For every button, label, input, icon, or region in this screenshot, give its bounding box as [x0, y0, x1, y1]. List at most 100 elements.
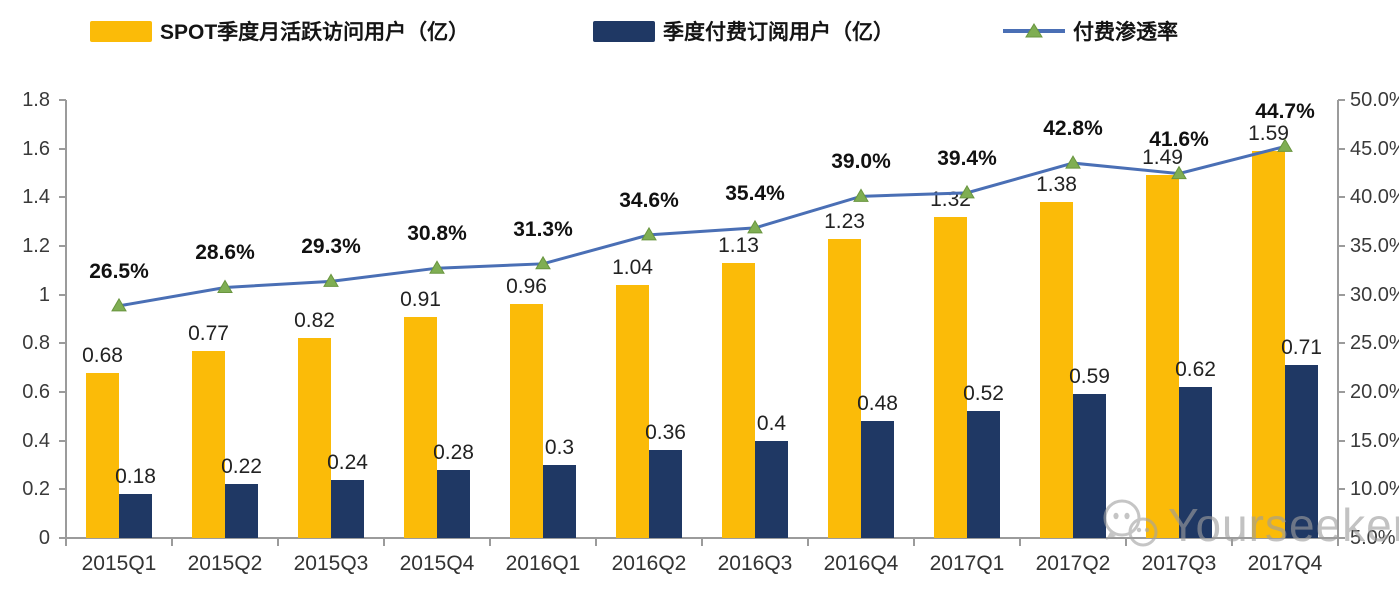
right-axis-label: 35.0%	[1350, 235, 1399, 257]
right-axis-label: 25.0%	[1350, 332, 1399, 355]
legend-label-mau: SPOT季度月活跃访问用户（亿）	[160, 21, 470, 44]
y-axis-label: 1.8	[22, 89, 50, 111]
right-axis-tick	[1338, 196, 1345, 199]
x-axis-label-2016Q3: 2016Q3	[717, 552, 793, 575]
bar-label-mau-2016Q4: 1.23	[824, 209, 865, 233]
line-marker-2016Q1-icon	[535, 255, 551, 270]
bar-label-subscribers-2015Q4: 0.28	[433, 440, 474, 464]
line-marker-2015Q3-icon	[323, 273, 339, 287]
y-axis-label: 0.2	[22, 478, 50, 501]
bar-label-subscribers-2015Q2: 0.22	[221, 455, 262, 479]
right-axis-tick	[1338, 391, 1345, 393]
x-axis-tick	[913, 538, 915, 546]
bar-mau-2016Q2	[616, 284, 649, 538]
penetration-label-2017Q3: 41.6%	[1149, 127, 1209, 151]
x-axis-label-2015Q3: 2015Q3	[293, 552, 369, 575]
bar-subscribers-2015Q1	[119, 494, 152, 538]
y-axis-label: 0.4	[22, 429, 50, 452]
x-axis-tick	[1231, 538, 1233, 546]
watermark-text: Yourseeker	[1168, 499, 1399, 551]
y-axis-label: 1	[38, 283, 50, 306]
line-marker-2016Q2-icon	[641, 226, 657, 241]
bar-mau-2017Q3	[1146, 175, 1179, 538]
bar-mau-2017Q1	[934, 216, 967, 538]
right-axis-label: 15.0%	[1350, 429, 1399, 452]
penetration-label-2015Q3: 29.3%	[301, 235, 361, 259]
y-axis-label: 1.2	[22, 235, 50, 257]
bar-label-subscribers-2015Q1: 0.18	[115, 465, 156, 489]
penetration-label-2015Q1: 26.5%	[89, 259, 149, 283]
bar-label-mau-2016Q2: 1.04	[612, 255, 653, 279]
bar-subscribers-2016Q3	[755, 440, 788, 538]
bar-subscribers-2015Q2	[225, 484, 258, 538]
bar-label-mau-2017Q1: 1.32	[930, 187, 971, 211]
right-axis-tick	[1338, 99, 1345, 101]
y-axis-tick	[59, 196, 66, 199]
right-axis-label: 40.0%	[1350, 186, 1399, 209]
right-axis-tick	[1338, 147, 1345, 150]
legend-swatch-mau-icon	[90, 20, 152, 42]
penetration-label-2016Q4: 39.0%	[831, 150, 891, 174]
right-axis-label: 5.0%	[1350, 527, 1396, 549]
bar-subscribers-2015Q3	[331, 479, 364, 538]
legend-swatch-subscribers-icon	[593, 20, 655, 42]
right-axis-label: 10.0%	[1350, 478, 1399, 501]
right-axis-tick	[1338, 488, 1345, 491]
legend-label-subscribers: 季度付费订阅用户（亿）	[663, 21, 894, 44]
y-axis-tick	[59, 488, 66, 491]
bar-label-mau-2017Q2: 1.38	[1036, 173, 1077, 197]
x-axis-tick	[595, 538, 597, 546]
y-axis-label: 0	[38, 527, 50, 549]
x-axis-tick	[277, 538, 279, 546]
bar-subscribers-2016Q1	[543, 465, 576, 538]
bar-subscribers-2016Q4	[861, 421, 894, 538]
x-axis-tick	[489, 538, 491, 546]
x-axis-tick	[807, 538, 809, 546]
bar-label-subscribers-2017Q4: 0.71	[1281, 336, 1322, 360]
bar-subscribers-2017Q4	[1285, 365, 1318, 538]
bar-label-subscribers-2016Q3: 0.4	[756, 411, 787, 435]
bar-label-subscribers-2016Q4: 0.48	[857, 392, 898, 416]
right-axis-label: 30.0%	[1350, 283, 1399, 306]
x-axis-label-2017Q4: 2017Q4	[1247, 552, 1323, 575]
bar-subscribers-2016Q2	[649, 450, 682, 538]
penetration-label-2017Q2: 42.8%	[1043, 117, 1103, 141]
bar-mau-2015Q1	[86, 372, 119, 538]
y-axis-tick	[59, 99, 66, 101]
bar-label-subscribers-2016Q2: 0.36	[645, 421, 686, 445]
y-axis-tick	[59, 439, 66, 442]
x-axis-label-2017Q2: 2017Q2	[1035, 552, 1111, 575]
bar-label-mau-2015Q3: 0.82	[294, 309, 335, 333]
bar-label-subscribers-2017Q1: 0.52	[963, 382, 1004, 406]
right-axis-tick	[1338, 537, 1345, 539]
right-axis-tick	[1338, 293, 1345, 296]
y-axis-tick	[59, 293, 66, 296]
bar-subscribers-2015Q4	[437, 469, 470, 538]
x-axis-label-2017Q1: 2017Q1	[929, 552, 1005, 575]
right-axis-tick	[1338, 439, 1345, 442]
bar-subscribers-2017Q2	[1073, 394, 1106, 538]
bar-label-mau-2015Q4: 0.91	[400, 287, 441, 311]
bar-label-mau-2016Q1: 0.96	[506, 275, 547, 299]
legend-line-marker-icon	[1003, 23, 1065, 38]
x-axis-tick	[1337, 538, 1339, 546]
right-axis-label: 50.0%	[1350, 89, 1399, 111]
bar-label-mau-2017Q4: 1.59	[1248, 122, 1289, 146]
x-axis-tick	[171, 538, 173, 546]
bar-label-subscribers-2015Q3: 0.24	[327, 450, 368, 474]
x-axis-label-2016Q1: 2016Q1	[505, 552, 581, 575]
line-marker-2017Q2-icon	[1065, 155, 1081, 169]
bar-mau-2016Q3	[722, 263, 755, 538]
line-marker-2015Q2-icon	[217, 279, 233, 293]
legend-item-subscribers: 季度付费订阅用户（亿）	[593, 16, 894, 46]
line-marker-2015Q4-icon	[429, 260, 445, 274]
bar-label-subscribers-2017Q3: 0.62	[1175, 358, 1216, 382]
watermark: Yourseeker	[1098, 496, 1399, 554]
right-axis-tick	[1338, 245, 1345, 247]
x-axis-tick	[65, 538, 67, 546]
bar-label-mau-2015Q2: 0.77	[188, 321, 229, 345]
x-axis-label-2015Q1: 2015Q1	[81, 552, 157, 575]
y-axis-tick	[59, 147, 66, 150]
penetration-label-2016Q3: 35.4%	[725, 181, 785, 205]
bar-label-mau-2016Q3: 1.13	[718, 234, 759, 258]
